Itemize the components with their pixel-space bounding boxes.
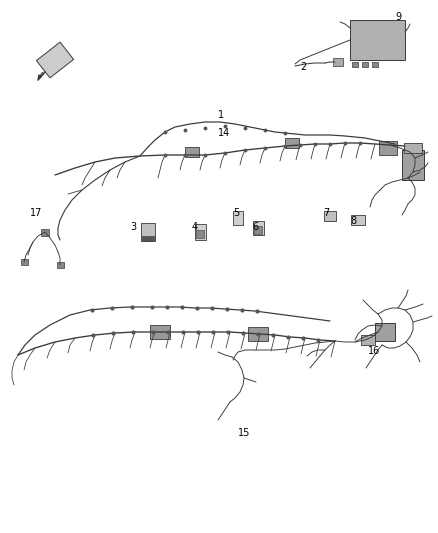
- Text: 7: 7: [323, 208, 329, 218]
- Bar: [254, 226, 262, 234]
- Bar: [248, 327, 268, 341]
- Bar: [150, 325, 170, 339]
- Text: 1: 1: [218, 110, 224, 120]
- Bar: [333, 58, 343, 66]
- Bar: [41, 229, 49, 236]
- Polygon shape: [36, 42, 74, 78]
- Bar: [402, 150, 424, 180]
- Bar: [194, 224, 205, 240]
- Bar: [379, 141, 397, 155]
- Bar: [375, 323, 395, 341]
- Bar: [362, 61, 368, 67]
- Bar: [57, 262, 64, 268]
- Bar: [352, 61, 358, 67]
- Bar: [350, 20, 405, 60]
- Text: 8: 8: [350, 216, 356, 226]
- Text: 6: 6: [252, 222, 258, 232]
- Bar: [196, 230, 204, 238]
- Bar: [351, 215, 365, 225]
- Bar: [324, 211, 336, 221]
- Bar: [141, 223, 155, 241]
- Text: 4: 4: [192, 222, 198, 232]
- Text: 5: 5: [233, 208, 239, 218]
- Text: 15: 15: [238, 428, 251, 438]
- Bar: [233, 211, 243, 225]
- Bar: [142, 236, 154, 240]
- Text: 2: 2: [300, 62, 306, 72]
- Bar: [361, 335, 375, 345]
- Bar: [372, 61, 378, 67]
- Text: 3: 3: [130, 222, 136, 232]
- Text: 16: 16: [368, 346, 380, 356]
- Bar: [404, 143, 422, 153]
- Bar: [285, 138, 299, 148]
- Bar: [252, 221, 264, 235]
- Text: 14: 14: [218, 128, 230, 138]
- Bar: [185, 147, 199, 157]
- Text: 9: 9: [395, 12, 401, 22]
- Bar: [21, 259, 28, 265]
- Text: 17: 17: [30, 208, 42, 218]
